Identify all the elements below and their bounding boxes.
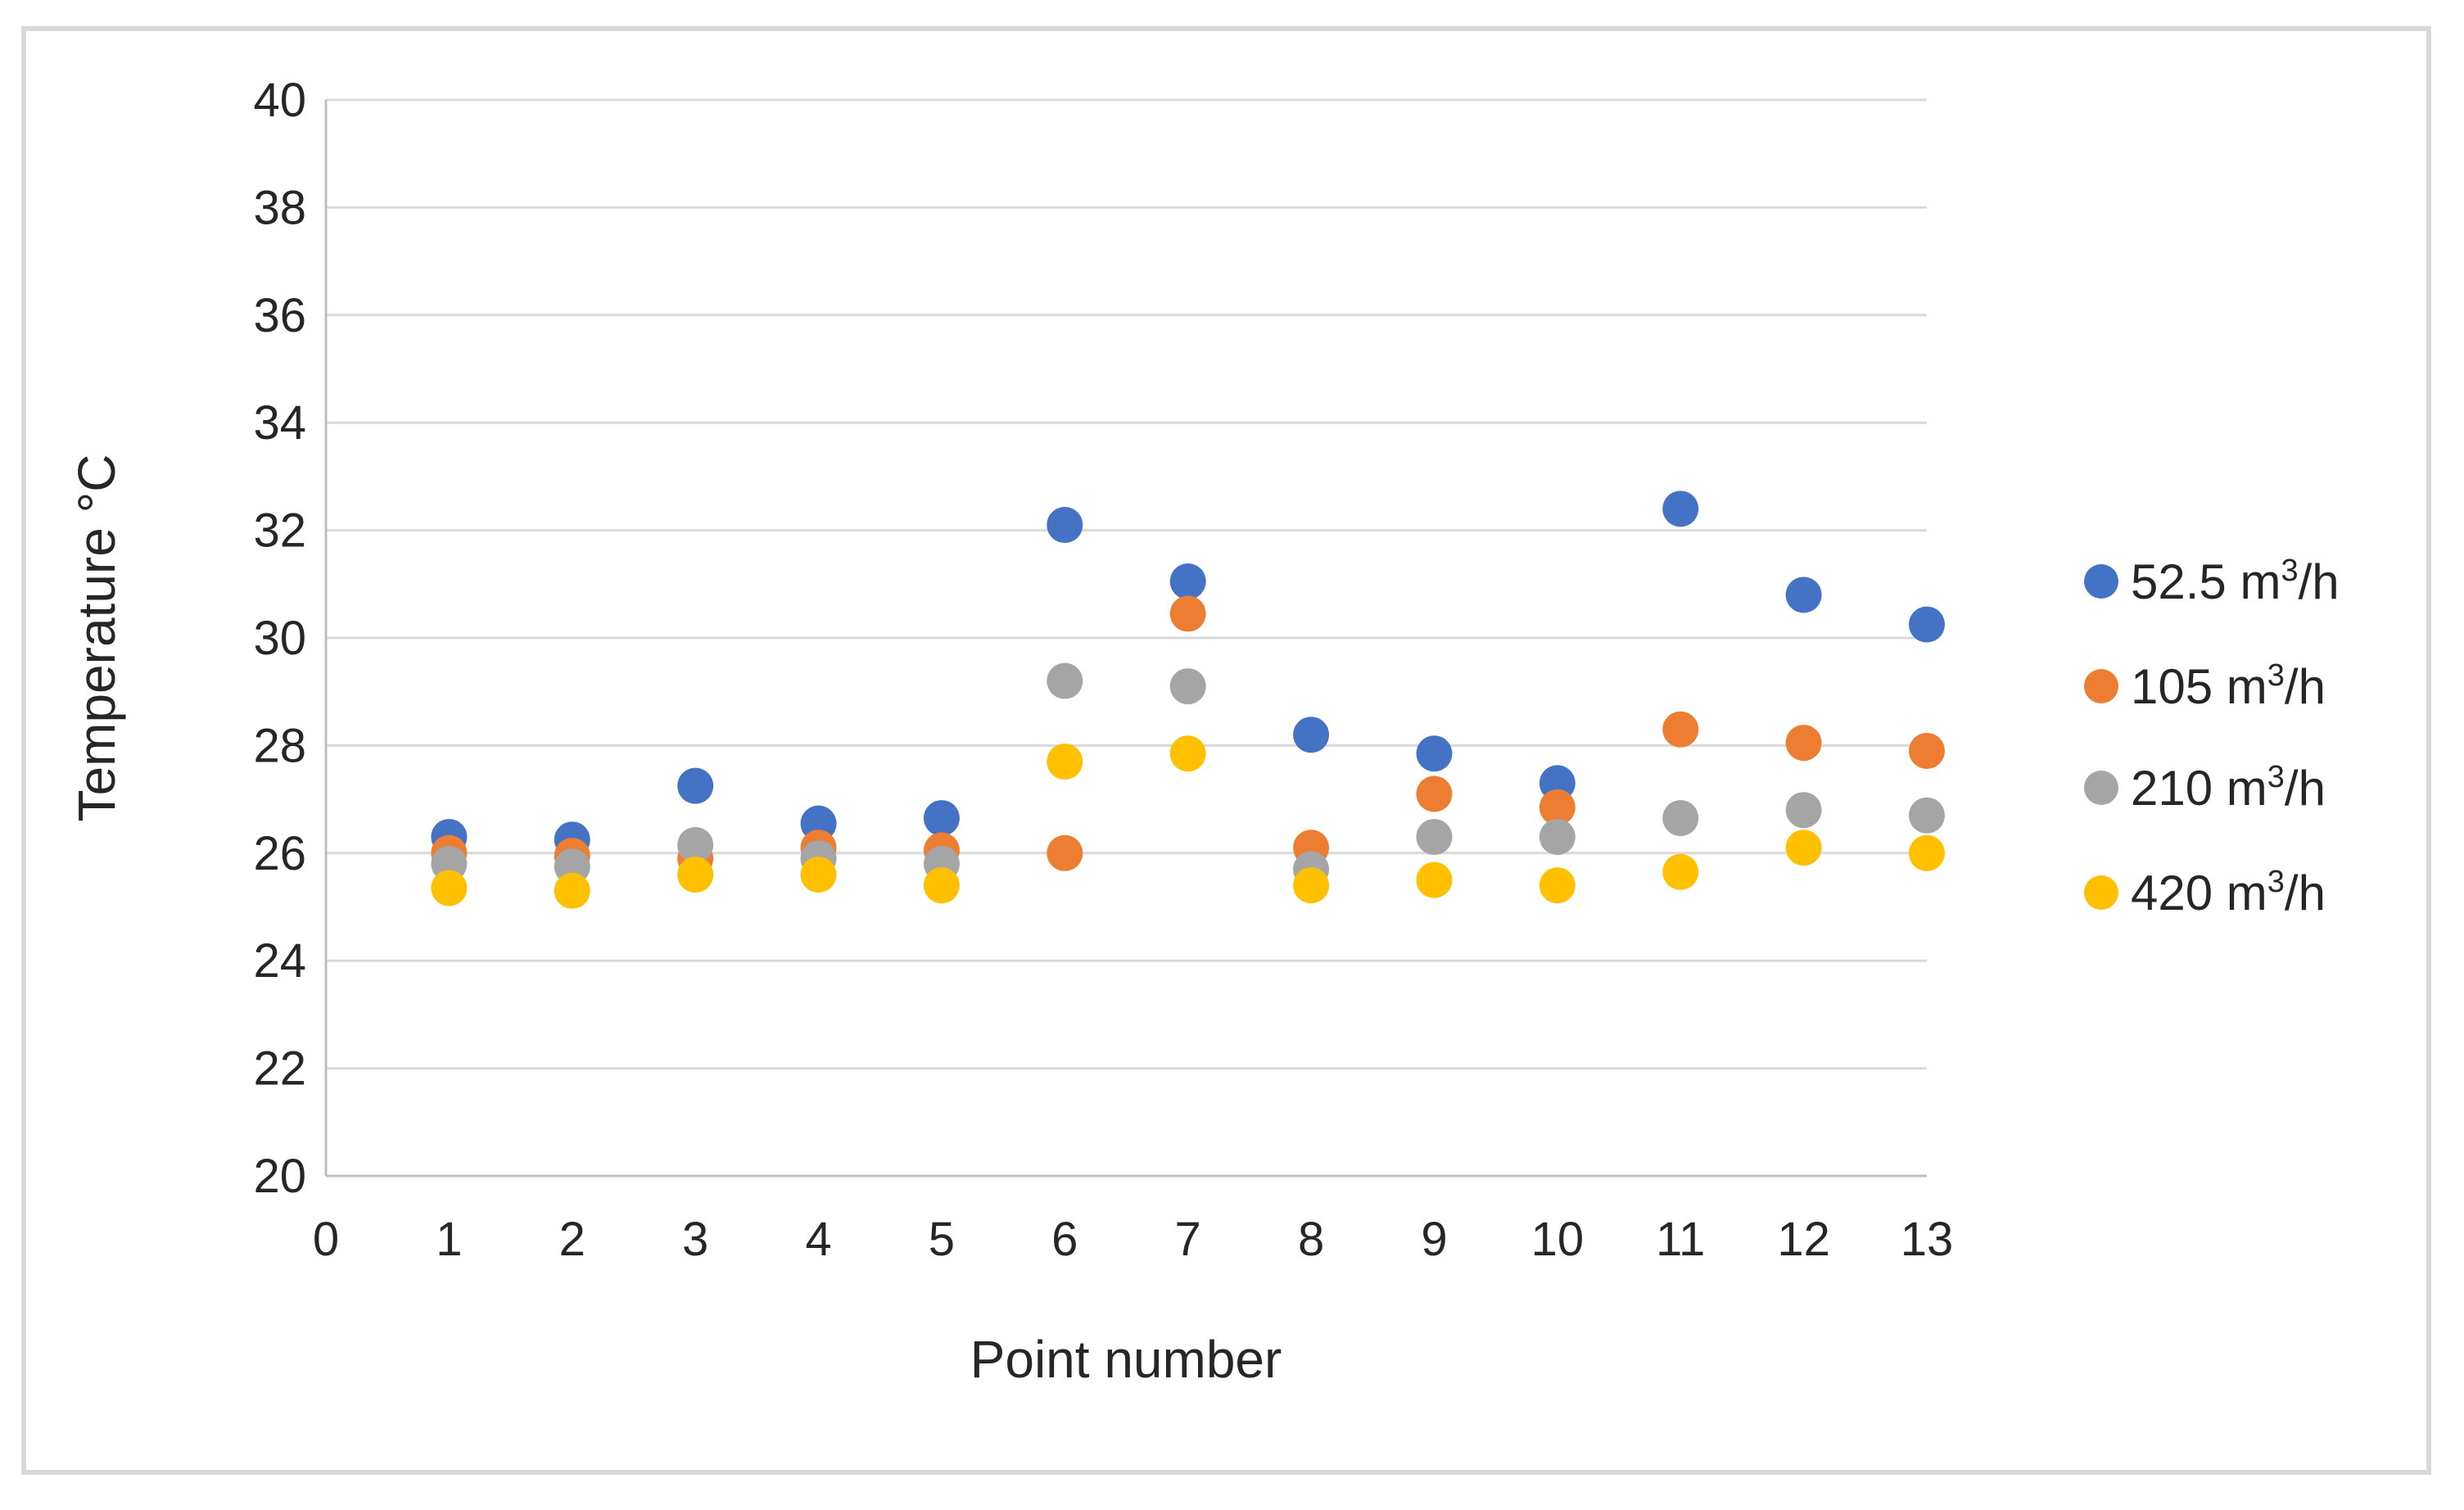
- point-s0-x11: [1662, 491, 1699, 527]
- point-s3-x6: [1047, 744, 1083, 780]
- point-s3-x7: [1169, 735, 1206, 772]
- legend-entry-105 m³/h: 105 m3/h: [2084, 658, 2326, 714]
- point-s0-x3: [677, 767, 714, 804]
- point-s1-x11: [1662, 711, 1699, 748]
- y-tick-label-20: 20: [253, 1150, 306, 1203]
- y-tick-label-34: 34: [253, 396, 306, 450]
- legend-label-52.5 m³/h: 52.5 m3/h: [2131, 554, 2340, 609]
- legend-label-105 m³/h: 105 m3/h: [2131, 658, 2326, 714]
- x-tick-label-13: 13: [1901, 1213, 1954, 1266]
- legend-marker-420 m³/h: [2084, 875, 2118, 910]
- point-s2-x3: [677, 826, 714, 863]
- point-s1-x6: [1047, 834, 1083, 871]
- point-s3-x3: [677, 857, 714, 893]
- x-tick-label-8: 8: [1298, 1213, 1324, 1266]
- series-420 m³/h: [431, 735, 1945, 909]
- point-s3-x2: [554, 872, 590, 909]
- point-s2-x9: [1416, 819, 1453, 856]
- x-tick-label-7: 7: [1175, 1213, 1201, 1266]
- x-tick-label-5: 5: [929, 1213, 955, 1266]
- point-s3-x8: [1293, 867, 1330, 904]
- legend-label-420 m³/h: 420 m3/h: [2131, 865, 2326, 920]
- point-s1-x12: [1785, 725, 1822, 762]
- legend-label-210 m³/h: 210 m3/h: [2131, 760, 2326, 816]
- legend-marker-210 m³/h: [2084, 771, 2118, 805]
- point-s1-x7: [1169, 595, 1206, 632]
- x-tick-label-9: 9: [1421, 1213, 1447, 1266]
- point-s3-x13: [1909, 834, 1945, 871]
- point-s3-x5: [923, 867, 960, 904]
- chart-outer-frame: [21, 26, 2431, 1475]
- x-tick-label-4: 4: [805, 1213, 831, 1266]
- point-s3-x9: [1416, 861, 1453, 898]
- legend-entry-210 m³/h: 210 m3/h: [2084, 760, 2326, 816]
- point-s2-x11: [1662, 800, 1699, 837]
- x-axis-title: Point number: [970, 1330, 1282, 1389]
- y-tick-label-24: 24: [253, 934, 306, 988]
- legend-marker-105 m³/h: [2084, 669, 2118, 703]
- x-tick-label-2: 2: [559, 1213, 585, 1266]
- point-s2-x13: [1909, 797, 1945, 834]
- x-tick-label-3: 3: [682, 1213, 708, 1266]
- legend-marker-52.5 m³/h: [2084, 564, 2118, 599]
- point-s2-x10: [1539, 819, 1576, 856]
- x-tick-label-6: 6: [1051, 1213, 1078, 1266]
- point-s3-x10: [1539, 867, 1576, 904]
- point-s0-x13: [1909, 606, 1945, 643]
- x-tick-label-12: 12: [1777, 1213, 1830, 1266]
- y-axis-tick-labels: 20 22 24 26 28 30 32 34 36 38 40: [253, 74, 306, 1203]
- gridlines: [326, 98, 1927, 1070]
- legend-entry-420 m³/h: 420 m3/h: [2084, 865, 2326, 920]
- x-tick-label-10: 10: [1531, 1213, 1585, 1266]
- y-tick-label-26: 26: [253, 827, 306, 880]
- y-tick-label-36: 36: [253, 289, 306, 342]
- point-s2-x7: [1169, 668, 1206, 705]
- y-tick-label-32: 32: [253, 504, 306, 558]
- point-s2-x12: [1785, 792, 1822, 829]
- point-s3-x1: [431, 870, 468, 906]
- y-tick-label-38: 38: [253, 181, 306, 234]
- y-axis-title: Temperature °C: [67, 454, 126, 822]
- point-s3-x4: [800, 857, 837, 893]
- point-s3-x12: [1785, 830, 1822, 866]
- y-tick-label-28: 28: [253, 719, 306, 772]
- point-s0-x12: [1785, 576, 1822, 613]
- point-s1-x10: [1539, 789, 1576, 825]
- legend: 52.5 m3/h 105 m3/h 210 m3/h 420 m3/h: [2084, 554, 2340, 920]
- point-s2-x6: [1047, 662, 1083, 699]
- data-points: [431, 491, 1945, 909]
- point-s3-x11: [1662, 853, 1699, 890]
- x-axis-tick-labels: 0 1 2 3 4 5 6 7 8 9 10 11 12 13: [313, 1213, 1953, 1266]
- x-tick-label-1: 1: [436, 1213, 462, 1266]
- y-tick-label-22: 22: [253, 1042, 306, 1096]
- y-tick-label-30: 30: [253, 612, 306, 665]
- point-s0-x9: [1416, 735, 1453, 772]
- point-s1-x9: [1416, 775, 1453, 812]
- legend-entry-52.5 m³/h: 52.5 m3/h: [2084, 554, 2340, 609]
- point-s0-x5: [923, 800, 960, 837]
- point-s1-x13: [1909, 732, 1945, 769]
- x-tick-label-11: 11: [1656, 1213, 1705, 1266]
- point-s0-x7: [1169, 563, 1206, 600]
- point-s0-x8: [1293, 717, 1330, 753]
- point-s0-x6: [1047, 507, 1083, 544]
- y-tick-label-40: 40: [253, 74, 306, 127]
- x-tick-label-0: 0: [313, 1213, 339, 1266]
